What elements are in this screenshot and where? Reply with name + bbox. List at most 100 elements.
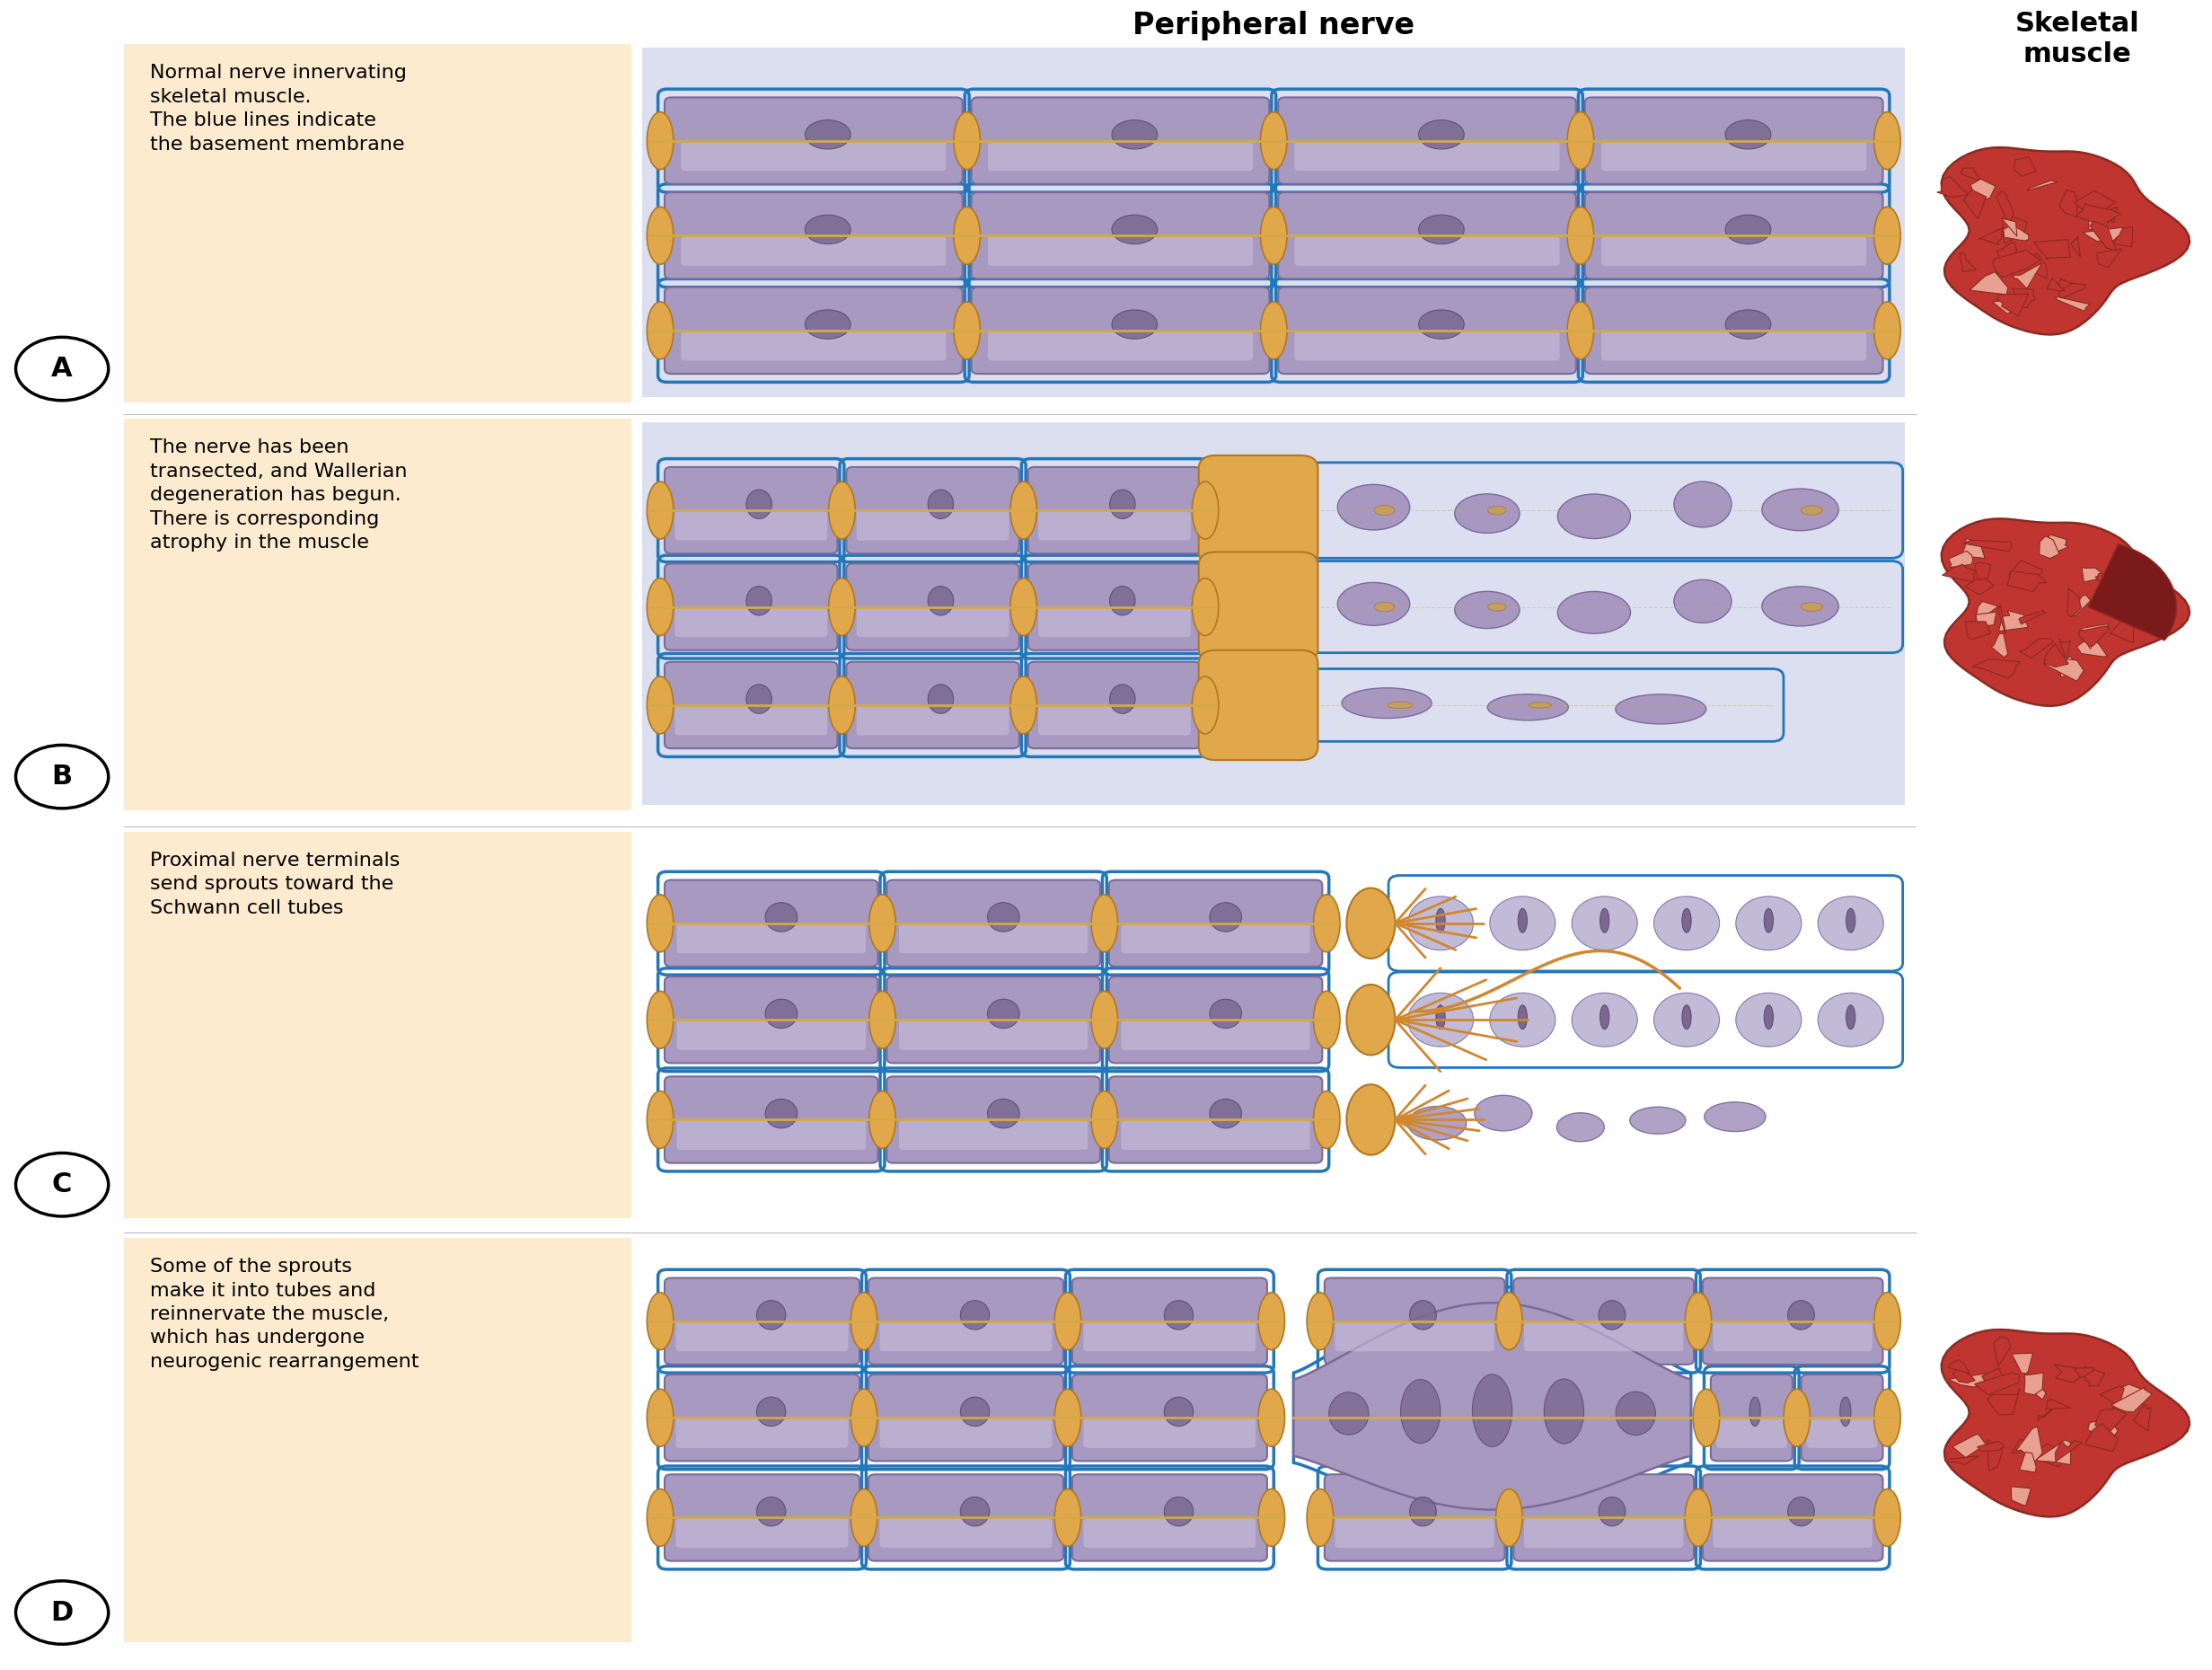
- FancyBboxPatch shape: [898, 1121, 1088, 1151]
- Polygon shape: [1975, 563, 1991, 579]
- Ellipse shape: [1436, 908, 1444, 932]
- Polygon shape: [2112, 593, 2157, 613]
- Polygon shape: [2002, 219, 2017, 235]
- Text: C: C: [53, 1172, 73, 1197]
- Polygon shape: [1975, 1373, 2020, 1394]
- Ellipse shape: [646, 1091, 672, 1149]
- FancyBboxPatch shape: [1513, 1278, 1694, 1364]
- FancyBboxPatch shape: [1712, 1518, 1871, 1548]
- Polygon shape: [2024, 1373, 2044, 1394]
- Text: Some of the sprouts
make it into tubes and
reinnervate the muscle,
which has und: Some of the sprouts make it into tubes a…: [150, 1258, 420, 1371]
- FancyBboxPatch shape: [675, 511, 827, 541]
- Ellipse shape: [15, 1152, 108, 1216]
- Ellipse shape: [745, 489, 772, 519]
- Ellipse shape: [869, 1091, 896, 1149]
- FancyBboxPatch shape: [1601, 331, 1867, 361]
- FancyBboxPatch shape: [124, 419, 630, 810]
- FancyBboxPatch shape: [664, 287, 962, 374]
- Ellipse shape: [1055, 1490, 1082, 1546]
- Polygon shape: [1949, 1359, 1969, 1373]
- FancyBboxPatch shape: [1199, 650, 1318, 760]
- Text: Proximal nerve terminals
send sprouts toward the
Schwann cell tubes: Proximal nerve terminals send sprouts to…: [150, 852, 400, 917]
- Polygon shape: [1973, 660, 2020, 678]
- Ellipse shape: [1847, 908, 1856, 932]
- Polygon shape: [2112, 1403, 2126, 1421]
- Ellipse shape: [987, 999, 1020, 1029]
- Polygon shape: [2099, 1386, 2124, 1406]
- FancyBboxPatch shape: [898, 1020, 1088, 1050]
- FancyBboxPatch shape: [664, 563, 838, 650]
- Ellipse shape: [1307, 1490, 1334, 1546]
- Ellipse shape: [1110, 586, 1135, 615]
- FancyBboxPatch shape: [1524, 1321, 1683, 1351]
- Ellipse shape: [1455, 494, 1520, 533]
- Polygon shape: [2026, 180, 2057, 190]
- FancyBboxPatch shape: [1524, 1518, 1683, 1548]
- FancyBboxPatch shape: [1073, 1475, 1267, 1561]
- FancyBboxPatch shape: [1294, 331, 1559, 361]
- FancyBboxPatch shape: [1279, 287, 1577, 374]
- FancyBboxPatch shape: [124, 43, 630, 402]
- Polygon shape: [2044, 645, 2068, 666]
- Ellipse shape: [1314, 990, 1340, 1049]
- FancyBboxPatch shape: [1121, 1121, 1310, 1151]
- Ellipse shape: [1840, 1398, 1851, 1426]
- Polygon shape: [2077, 638, 2108, 656]
- Polygon shape: [2011, 1353, 2033, 1373]
- FancyBboxPatch shape: [677, 1418, 847, 1448]
- Polygon shape: [1993, 1336, 2011, 1366]
- Ellipse shape: [953, 112, 980, 169]
- Polygon shape: [2059, 655, 2075, 676]
- Polygon shape: [2059, 190, 2077, 217]
- Ellipse shape: [1473, 1374, 1513, 1446]
- FancyBboxPatch shape: [675, 706, 827, 735]
- FancyBboxPatch shape: [1121, 1020, 1310, 1050]
- Polygon shape: [1966, 621, 1991, 640]
- Polygon shape: [2055, 1364, 2093, 1383]
- Ellipse shape: [1874, 1389, 1900, 1446]
- Ellipse shape: [646, 1293, 672, 1349]
- Polygon shape: [1969, 272, 2008, 294]
- FancyBboxPatch shape: [1703, 1475, 1882, 1561]
- Ellipse shape: [1630, 1107, 1686, 1134]
- FancyBboxPatch shape: [1084, 1418, 1256, 1448]
- Ellipse shape: [646, 112, 672, 169]
- Polygon shape: [1993, 296, 2033, 314]
- Ellipse shape: [1568, 302, 1595, 359]
- Ellipse shape: [1725, 120, 1772, 149]
- Ellipse shape: [1517, 908, 1526, 932]
- Polygon shape: [1997, 294, 2028, 316]
- Ellipse shape: [1314, 1091, 1340, 1149]
- Polygon shape: [1942, 519, 2190, 706]
- FancyBboxPatch shape: [664, 468, 838, 554]
- Ellipse shape: [1847, 1005, 1856, 1029]
- FancyBboxPatch shape: [1108, 1077, 1323, 1162]
- FancyBboxPatch shape: [847, 661, 1020, 748]
- Ellipse shape: [1568, 112, 1595, 169]
- Polygon shape: [2119, 588, 2150, 598]
- Polygon shape: [1993, 250, 2039, 277]
- Ellipse shape: [1091, 990, 1117, 1049]
- Polygon shape: [1986, 1440, 2002, 1471]
- Wedge shape: [2088, 544, 2177, 640]
- Ellipse shape: [1568, 207, 1595, 264]
- Polygon shape: [2046, 277, 2066, 291]
- Polygon shape: [1949, 551, 1973, 568]
- Polygon shape: [1962, 538, 1984, 558]
- FancyBboxPatch shape: [887, 880, 1099, 967]
- Ellipse shape: [1599, 1005, 1608, 1029]
- Ellipse shape: [1674, 579, 1732, 623]
- Ellipse shape: [1113, 120, 1157, 149]
- Polygon shape: [2108, 207, 2117, 222]
- FancyBboxPatch shape: [1073, 1278, 1267, 1364]
- Ellipse shape: [1750, 1398, 1761, 1426]
- Polygon shape: [1971, 179, 1995, 202]
- Ellipse shape: [1573, 994, 1637, 1047]
- Ellipse shape: [1686, 1490, 1712, 1546]
- Ellipse shape: [1343, 688, 1431, 718]
- Ellipse shape: [1113, 311, 1157, 339]
- Ellipse shape: [1110, 685, 1135, 713]
- FancyBboxPatch shape: [1279, 97, 1577, 184]
- Polygon shape: [2104, 1384, 2148, 1404]
- FancyBboxPatch shape: [681, 235, 947, 266]
